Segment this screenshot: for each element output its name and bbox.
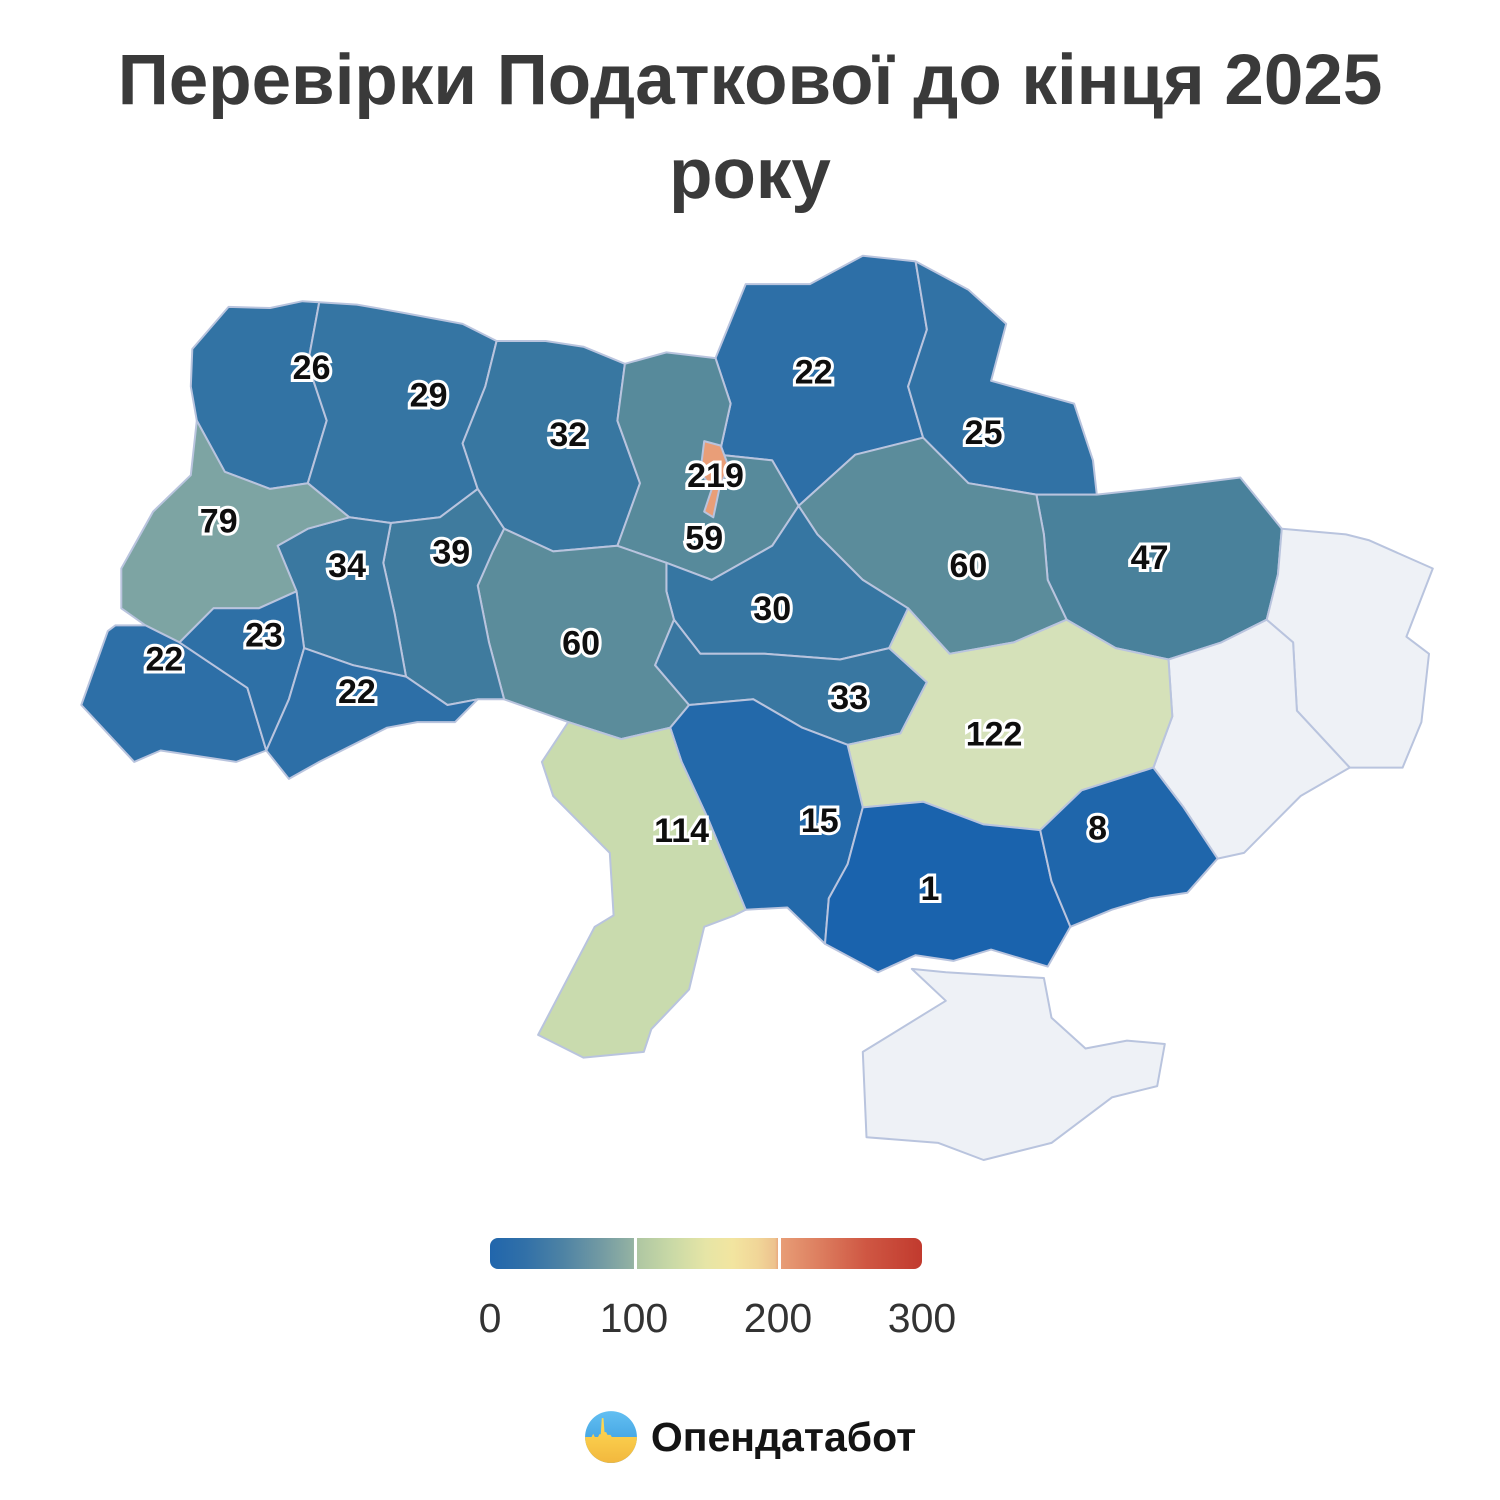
region-value-mykolaiv: 15: [801, 802, 839, 840]
region-value-kirovohrad: 33: [830, 679, 868, 717]
color-scale-legend: 0 100 200 300: [479, 1238, 957, 1345]
region-zakarpattia: [80, 624, 268, 763]
legend-tick-200: 200: [743, 1295, 813, 1341]
region-value-dnipropetrovsk: 122: [966, 715, 1023, 753]
logo-waveform: [584, 1418, 637, 1463]
region-value-khmelnytskyi: 39: [432, 533, 470, 571]
region-value-kyiv-city: 219: [687, 457, 744, 495]
region-value-cherkasy: 30: [753, 590, 791, 628]
region-value-rivne: 29: [410, 376, 448, 414]
region-value-kharkiv: 47: [1131, 539, 1169, 577]
region-odesa: [537, 721, 747, 1059]
region-value-kyiv: 59: [685, 520, 723, 558]
page-title: Перевірки Податкової до кінця 2025 року: [117, 41, 1383, 215]
region-value-zaporizhzhia: 8: [1088, 810, 1107, 848]
region-value-zakarpattia: 22: [145, 640, 183, 678]
region-value-poltava: 60: [949, 547, 987, 585]
region-value-zhytomyr: 32: [549, 416, 587, 454]
region-value-kherson: 1: [920, 870, 939, 908]
region-chernivtsi: [265, 647, 479, 780]
legend-separator-200: [778, 1238, 781, 1269]
opendatabot-logo-icon: [584, 1411, 637, 1463]
region-value-lviv: 79: [200, 503, 238, 541]
opendatabot-brand-text: Опендатабот: [650, 1413, 917, 1460]
region-rivne: [306, 301, 498, 524]
legend-ticks: 0 100 200 300: [479, 1295, 957, 1345]
region-value-vinnytsia: 60: [562, 624, 600, 662]
region-kyiv-city: [699, 440, 730, 519]
opendatabot-brand: Опендатабот: [0, 1410, 1500, 1464]
region-value-ivano-frankivsk: 23: [245, 616, 283, 654]
legend-tick-300: 300: [887, 1295, 957, 1341]
region-crimea: [861, 967, 1166, 1161]
legend-tick-100: 100: [599, 1295, 669, 1341]
region-kherson: [824, 800, 1072, 974]
region-value-volyn: 26: [293, 349, 331, 387]
legend-gradient-bar: [490, 1238, 922, 1269]
region-value-odesa: 114: [654, 812, 709, 850]
legend-separator-100: [633, 1238, 637, 1269]
legend-tick-0: 0: [478, 1295, 502, 1341]
region-value-sumy: 25: [965, 414, 1003, 452]
region-value-chernihiv: 22: [795, 354, 833, 392]
region-value-ternopil: 34: [328, 547, 366, 585]
region-value-chernivtsi: 22: [338, 673, 376, 711]
region-zaporizhzhia: [1039, 766, 1219, 928]
